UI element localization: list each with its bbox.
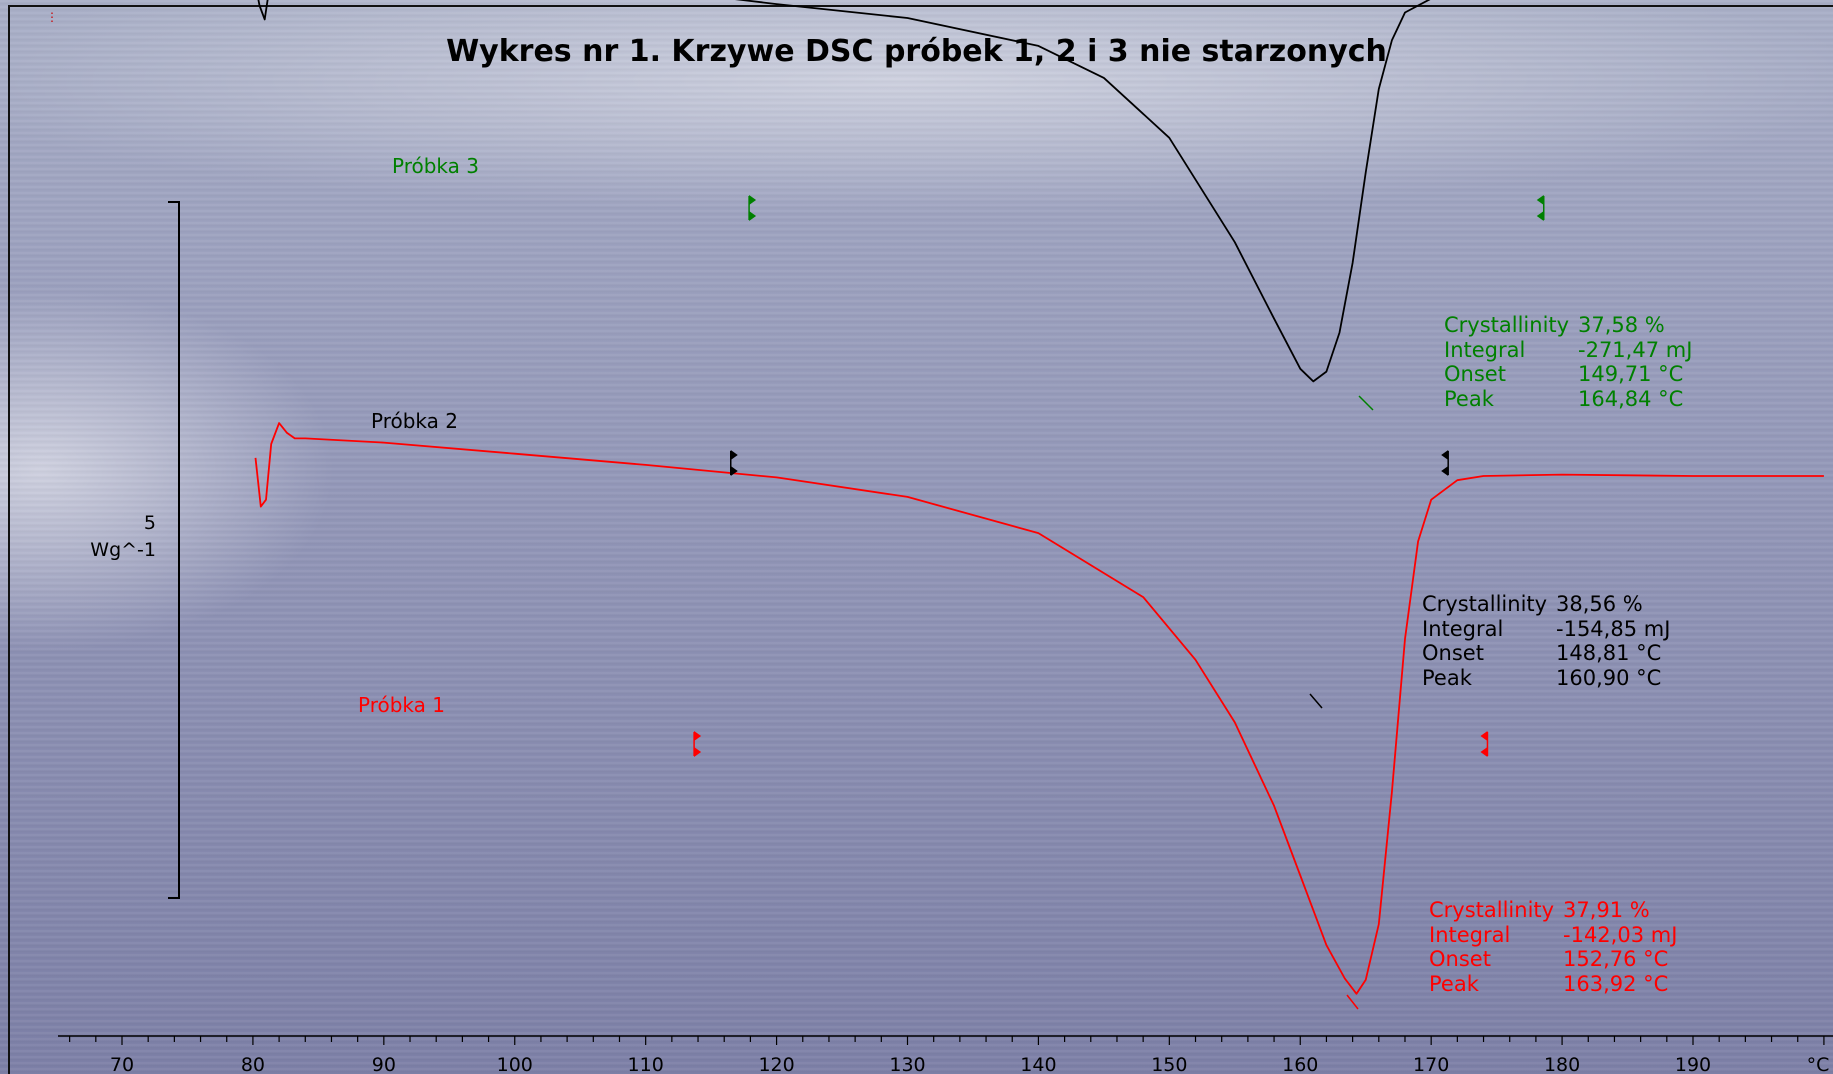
result-row-peak: Peak 163,92 °C — [1429, 972, 1677, 997]
integration-limit-arrow-icon — [749, 195, 757, 205]
y-scale-unit: Wg^-1 — [90, 539, 156, 561]
plot-frame — [8, 5, 1833, 1074]
results-table-probka-1: Crystallinity 37,91 % Integral -142,03 mJ … — [1429, 898, 1677, 996]
result-row-crystallinity: Crystallinity 37,58 % — [1444, 313, 1692, 338]
result-row-onset: Onset 149,71 °C — [1444, 362, 1692, 387]
y-scale-bar — [168, 201, 180, 899]
result-value: -142,03 mJ — [1563, 922, 1678, 947]
result-value: 148,81 °C — [1556, 641, 1662, 665]
result-row-peak: Peak 160,90 °C — [1422, 666, 1670, 691]
integration-limit-arrow-icon — [1480, 731, 1488, 741]
result-value: 37,91 % — [1563, 898, 1650, 922]
result-value: 37,58 % — [1578, 313, 1665, 337]
result-key: Integral — [1429, 922, 1511, 947]
integration-limit-arrow-icon — [1441, 450, 1449, 460]
peak-marker-probka-2 — [1309, 693, 1323, 709]
result-key: Integral — [1422, 616, 1504, 641]
x-tick-label: 110 — [628, 1054, 664, 1074]
x-tick-label: 70 — [110, 1054, 134, 1074]
integration-limit-arrow-icon — [749, 211, 757, 221]
result-key: Crystallinity — [1429, 898, 1555, 922]
x-tick-label: 190 — [1675, 1054, 1711, 1074]
result-row-crystallinity: Crystallinity 37,91 % — [1429, 898, 1677, 923]
x-tick-label: 80 — [241, 1054, 265, 1074]
y-scale-label: 5 Wg^-1 — [60, 510, 156, 564]
x-tick-label: 140 — [1020, 1054, 1056, 1074]
result-key: Onset — [1422, 641, 1484, 665]
peak-marker-probka-1 — [1346, 994, 1359, 1010]
integration-limit-arrow-icon — [1480, 747, 1488, 757]
integration-limit-arrow-icon — [1536, 211, 1544, 221]
result-key: Integral — [1444, 337, 1526, 362]
series-line-2 — [257, 0, 1431, 383]
results-table-probka-3: Crystallinity 37,58 % Integral -271,47 mJ … — [1444, 313, 1692, 411]
result-value: 149,71 °C — [1578, 362, 1684, 386]
result-key: Peak — [1444, 386, 1494, 411]
results-table-probka-2: Crystallinity 38,56 % Integral -154,85 mJ … — [1422, 592, 1670, 690]
y-scale-value: 5 — [143, 512, 156, 534]
result-key: Crystallinity — [1444, 313, 1570, 337]
chart-title: Wykres nr 1. Krzywe DSC próbek 1, 2 i 3 … — [446, 34, 1387, 69]
result-key: Onset — [1444, 362, 1506, 386]
x-tick-label: 130 — [889, 1054, 925, 1074]
x-tick-label: 160 — [1282, 1054, 1318, 1074]
result-value: 38,56 % — [1556, 592, 1643, 616]
series-label-probka-1: Próbka 1 — [358, 693, 445, 717]
result-key: Onset — [1429, 947, 1491, 971]
integration-limit-arrow-icon — [1536, 195, 1544, 205]
result-row-integral: Integral -142,03 mJ — [1429, 923, 1677, 948]
integration-limit-arrow-icon — [730, 450, 738, 460]
result-value: -154,85 mJ — [1556, 616, 1671, 641]
result-value: 163,92 °C — [1563, 971, 1669, 996]
series-line-1 — [254, 422, 1824, 995]
series-label-probka-2: Próbka 2 — [371, 409, 458, 433]
series-label-probka-3: Próbka 3 — [392, 154, 479, 178]
integration-limit-arrow-icon — [694, 731, 702, 741]
result-key: Peak — [1429, 971, 1479, 996]
peak-marker-probka-3 — [1358, 395, 1374, 411]
result-key: Crystallinity — [1422, 592, 1548, 616]
integration-limit-arrow-icon — [1441, 466, 1449, 476]
corner-marker-icon: ⋮ — [46, 10, 59, 24]
x-tick-label: 170 — [1413, 1054, 1449, 1074]
x-tick-label: 120 — [758, 1054, 794, 1074]
x-axis-unit-label: °C — [1807, 1054, 1830, 1074]
result-row-crystallinity: Crystallinity 38,56 % — [1422, 592, 1670, 617]
result-row-integral: Integral -271,47 mJ — [1444, 338, 1692, 363]
result-value: 160,90 °C — [1556, 665, 1662, 690]
result-value: -271,47 mJ — [1578, 337, 1693, 362]
result-row-peak: Peak 164,84 °C — [1444, 387, 1692, 412]
x-tick-label: 100 — [497, 1054, 533, 1074]
result-row-integral: Integral -154,85 mJ — [1422, 617, 1670, 642]
result-key: Peak — [1422, 665, 1472, 690]
x-tick-label: 150 — [1151, 1054, 1187, 1074]
integration-limit-arrow-icon — [694, 747, 702, 757]
result-value: 164,84 °C — [1578, 386, 1684, 411]
x-tick-label: 90 — [372, 1054, 396, 1074]
x-tick-label: 180 — [1544, 1054, 1580, 1074]
integration-limit-arrow-icon — [730, 466, 738, 476]
result-row-onset: Onset 152,76 °C — [1429, 947, 1677, 972]
result-row-onset: Onset 148,81 °C — [1422, 641, 1670, 666]
result-value: 152,76 °C — [1563, 947, 1669, 971]
